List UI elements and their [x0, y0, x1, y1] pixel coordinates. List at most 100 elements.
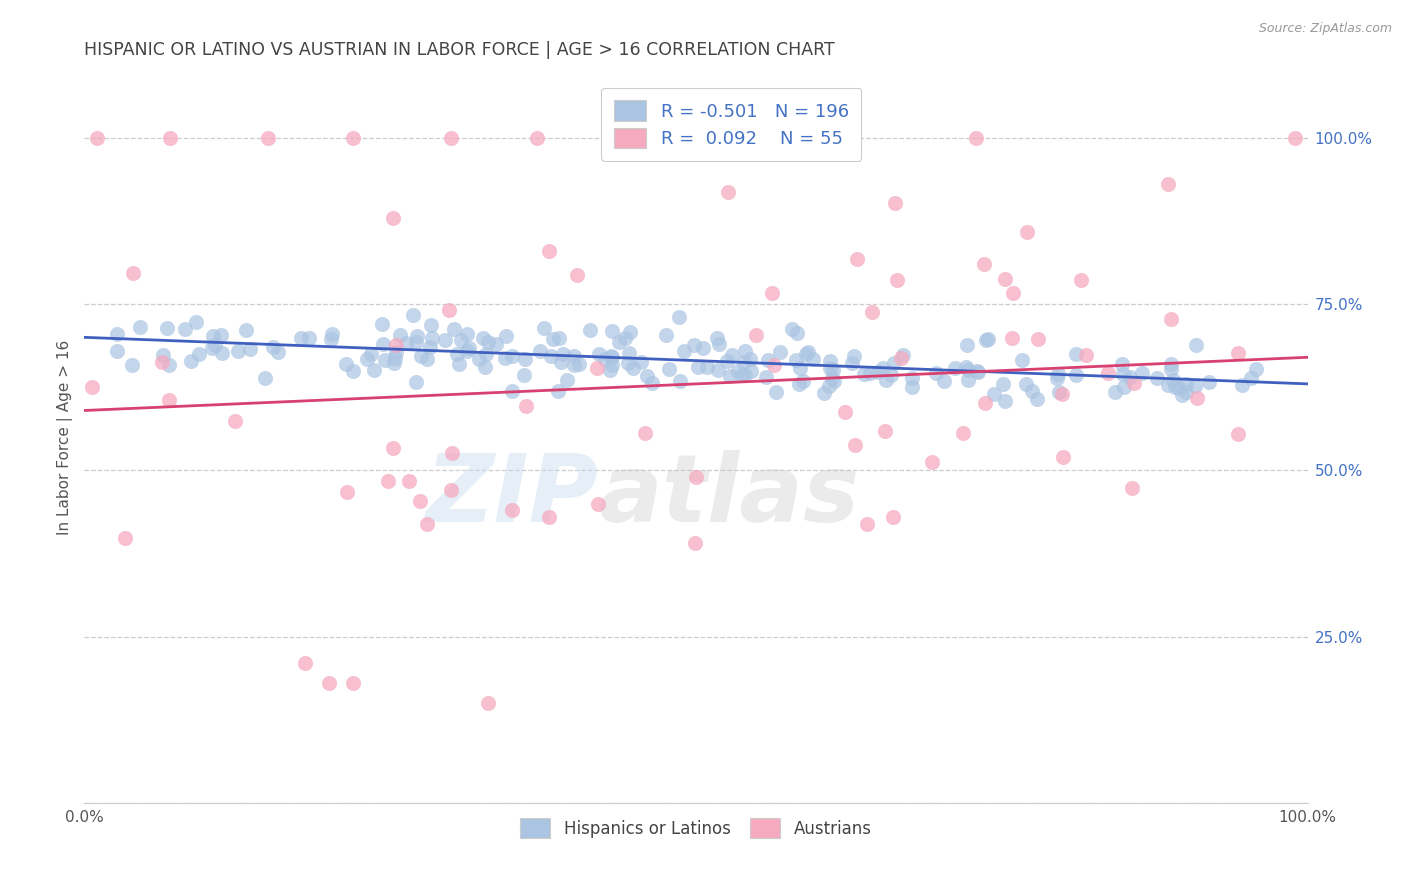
Point — [955, 359, 977, 374]
Point — [1226, 345, 1249, 359]
Point — [129, 319, 152, 334]
Y-axis label: In Labor Force | Age > 16: In Labor Force | Age > 16 — [58, 340, 73, 534]
Point — [718, 368, 741, 383]
Point — [619, 325, 641, 339]
Point — [342, 676, 364, 690]
Point — [381, 211, 404, 225]
Point — [973, 257, 995, 271]
Point — [1050, 387, 1073, 401]
Point — [384, 338, 406, 352]
Point — [434, 334, 457, 348]
Point — [600, 358, 623, 372]
Point — [952, 426, 974, 441]
Point — [335, 357, 357, 371]
Point — [1001, 285, 1024, 300]
Point — [1121, 481, 1143, 495]
Point — [440, 483, 463, 498]
Point — [1174, 376, 1197, 391]
Point — [336, 484, 359, 499]
Point — [740, 351, 762, 366]
Point — [813, 385, 835, 400]
Point — [844, 349, 866, 363]
Point — [821, 371, 844, 385]
Point — [875, 373, 897, 387]
Point — [991, 377, 1014, 392]
Point — [841, 355, 863, 369]
Point — [740, 364, 762, 378]
Point — [731, 368, 754, 382]
Point — [564, 349, 586, 363]
Point — [588, 347, 610, 361]
Point — [494, 351, 516, 365]
Point — [658, 362, 681, 376]
Point — [1047, 385, 1070, 400]
Point — [925, 366, 948, 380]
Point — [685, 536, 707, 550]
Point — [973, 396, 995, 410]
Point — [114, 531, 136, 545]
Point — [538, 509, 561, 524]
Point — [226, 344, 249, 359]
Point — [599, 363, 621, 377]
Point — [763, 358, 786, 372]
Point — [450, 333, 472, 347]
Point — [174, 322, 197, 336]
Point — [1052, 450, 1074, 464]
Point — [761, 285, 783, 300]
Point — [794, 347, 817, 361]
Point — [875, 424, 897, 438]
Point — [797, 345, 820, 359]
Point — [872, 360, 894, 375]
Point — [668, 310, 690, 324]
Point — [782, 322, 804, 336]
Point — [943, 361, 966, 376]
Point — [377, 474, 399, 488]
Point — [890, 351, 912, 365]
Point — [485, 336, 508, 351]
Point — [727, 364, 749, 378]
Point — [474, 360, 496, 375]
Point — [456, 327, 478, 342]
Point — [755, 370, 778, 384]
Point — [585, 360, 607, 375]
Point — [513, 368, 536, 382]
Point — [745, 328, 768, 343]
Point — [371, 317, 394, 331]
Point — [238, 342, 260, 356]
Point — [789, 360, 811, 375]
Point — [122, 266, 145, 280]
Point — [1074, 348, 1097, 362]
Point — [707, 363, 730, 377]
Point — [541, 332, 564, 346]
Point — [607, 335, 630, 350]
Point — [983, 387, 1005, 401]
Point — [818, 379, 841, 393]
Point — [994, 272, 1017, 286]
Point — [880, 368, 903, 383]
Point — [683, 338, 706, 352]
Point — [820, 354, 842, 368]
Point — [685, 470, 707, 484]
Point — [818, 361, 841, 376]
Point — [579, 323, 602, 337]
Point — [1119, 370, 1142, 384]
Point — [548, 331, 571, 345]
Point — [105, 326, 128, 341]
Point — [614, 331, 637, 345]
Point — [901, 371, 924, 385]
Point — [159, 131, 181, 145]
Point — [1111, 357, 1133, 371]
Point — [1025, 392, 1047, 406]
Point — [993, 394, 1015, 409]
Point — [707, 337, 730, 351]
Point — [441, 446, 464, 460]
Point — [152, 348, 174, 362]
Point — [785, 353, 807, 368]
Point — [692, 341, 714, 355]
Point — [467, 352, 489, 367]
Point — [1160, 357, 1182, 371]
Point — [586, 497, 609, 511]
Point — [1227, 427, 1250, 442]
Point — [717, 185, 740, 199]
Point — [318, 676, 340, 690]
